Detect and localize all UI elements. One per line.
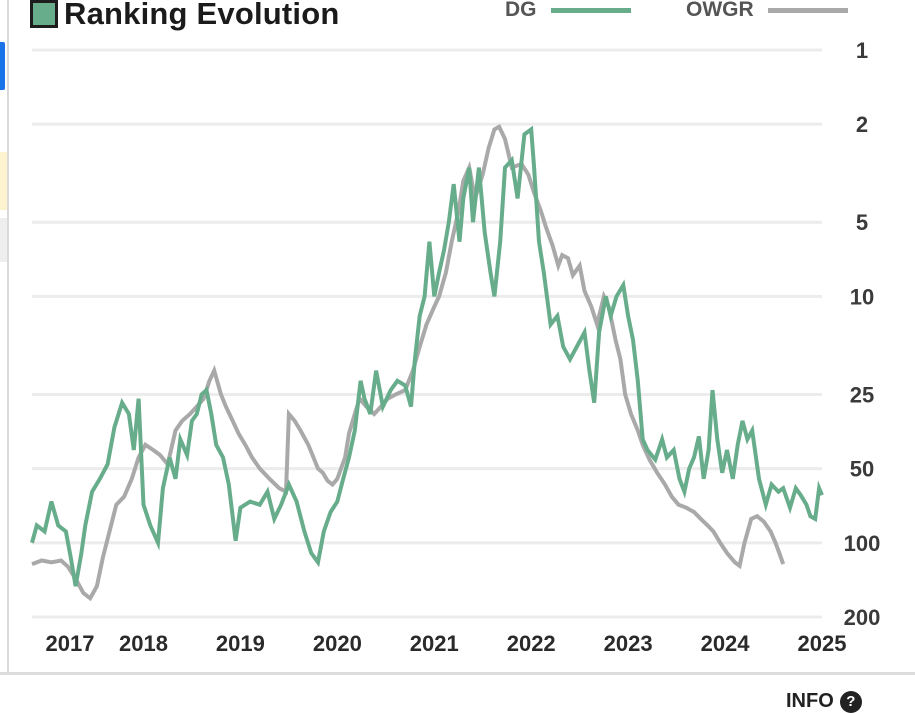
x-tick-label: 2018	[119, 631, 168, 656]
title-swatch-icon	[30, 0, 58, 28]
x-tick-label: 2023	[604, 631, 653, 656]
left-panel-edge	[0, 0, 8, 704]
info-button[interactable]: INFO ?	[786, 690, 862, 713]
chart-title: Ranking Evolution	[64, 0, 340, 31]
x-tick-label: 2021	[410, 631, 459, 656]
series-line-owgr	[31, 124, 786, 602]
y-tick-label: 1	[856, 38, 868, 63]
legend-label-dg: DG	[505, 0, 537, 21]
x-tick-label: 2025	[798, 631, 847, 656]
series-line-dg	[30, 125, 824, 587]
info-icon: ?	[839, 690, 862, 713]
y-tick-label: 100	[844, 531, 881, 556]
legend-swatch-owgr	[767, 7, 848, 13]
info-label: INFO	[786, 690, 834, 712]
x-tick-label: 2020	[313, 631, 362, 656]
legend-item-dg[interactable]: DG	[505, 0, 631, 28]
highlighted-row[interactable]	[0, 152, 7, 210]
y-tick-label: 10	[850, 284, 874, 309]
x-tick-label: 2017	[46, 631, 95, 656]
y-tick-label: 5	[856, 210, 868, 235]
legend-item-owgr[interactable]: OWGR	[686, 0, 848, 28]
y-tick-label: 50	[850, 457, 874, 482]
grid-lines	[32, 48, 822, 619]
y-tick-label: 2	[856, 112, 868, 137]
active-tab-indicator[interactable]	[0, 42, 5, 90]
x-tick-label: 2019	[216, 631, 265, 656]
y-tick-label: 25	[850, 382, 874, 407]
chart-header: Ranking Evolution	[30, 0, 340, 34]
panel-row[interactable]	[0, 218, 7, 262]
x-tick-label: 2024	[701, 631, 751, 656]
legend-swatch-dg	[550, 7, 631, 13]
bottom-divider	[0, 672, 915, 675]
x-axis-ticks: 2017 2018 2019 2020 2021 2022 2023 2024 2025	[46, 631, 847, 656]
panel-divider	[7, 0, 9, 672]
legend-label-owgr: OWGR	[686, 0, 754, 21]
x-tick-label: 2022	[507, 631, 556, 656]
y-tick-label: 200	[844, 605, 881, 630]
series-lines	[30, 124, 824, 602]
